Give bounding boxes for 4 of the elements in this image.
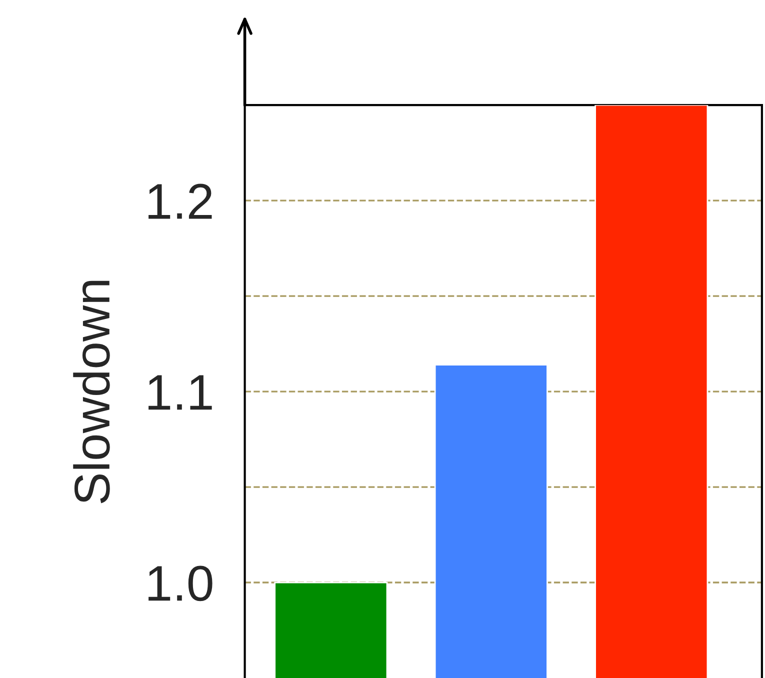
y-axis-title: Slowdown (73, 280, 110, 504)
y-tick-label: 1.1 (148, 375, 212, 410)
y-tick-label: 1.0 (148, 566, 212, 602)
y-tick-label: 1.2 (148, 184, 212, 219)
